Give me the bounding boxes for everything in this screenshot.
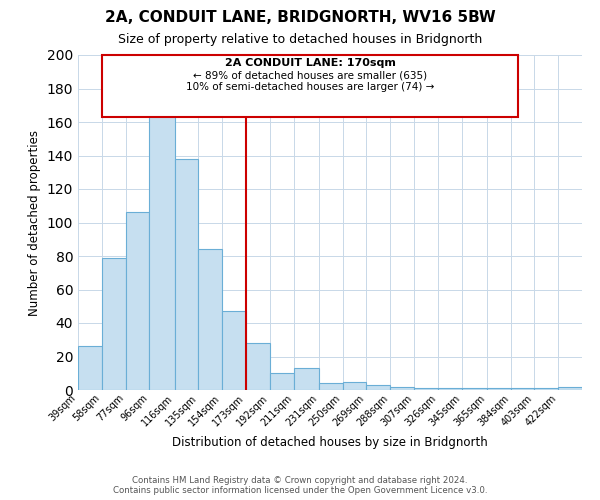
Bar [414, 388, 438, 390]
Text: Size of property relative to detached houses in Bridgnorth: Size of property relative to detached ho… [118, 32, 482, 46]
Text: Contains HM Land Registry data © Crown copyright and database right 2024.: Contains HM Land Registry data © Crown c… [132, 476, 468, 485]
Text: Contains public sector information licensed under the Open Government Licence v3: Contains public sector information licen… [113, 486, 487, 495]
Bar [511, 388, 535, 390]
Bar [246, 343, 270, 390]
Bar [487, 388, 511, 390]
Bar [343, 382, 367, 390]
Bar [149, 112, 175, 390]
X-axis label: Distribution of detached houses by size in Bridgnorth: Distribution of detached houses by size … [172, 436, 488, 449]
Text: 2A CONDUIT LANE: 170sqm: 2A CONDUIT LANE: 170sqm [224, 58, 395, 68]
Bar [78, 346, 102, 390]
Bar [199, 250, 222, 390]
Bar [125, 212, 149, 390]
Bar [390, 386, 414, 390]
Bar [558, 386, 582, 390]
Bar [222, 312, 246, 390]
Bar [367, 385, 390, 390]
Text: ← 89% of detached houses are smaller (635): ← 89% of detached houses are smaller (63… [193, 70, 427, 80]
Bar [461, 388, 487, 390]
Text: 2A, CONDUIT LANE, BRIDGNORTH, WV16 5BW: 2A, CONDUIT LANE, BRIDGNORTH, WV16 5BW [104, 10, 496, 25]
Bar [438, 388, 461, 390]
Text: 10% of semi-detached houses are larger (74) →: 10% of semi-detached houses are larger (… [186, 82, 434, 92]
Bar [319, 384, 343, 390]
Bar [175, 159, 199, 390]
Bar [102, 258, 125, 390]
Y-axis label: Number of detached properties: Number of detached properties [28, 130, 41, 316]
Bar [293, 368, 319, 390]
Bar [270, 373, 293, 390]
FancyBboxPatch shape [102, 55, 518, 117]
Bar [535, 388, 558, 390]
